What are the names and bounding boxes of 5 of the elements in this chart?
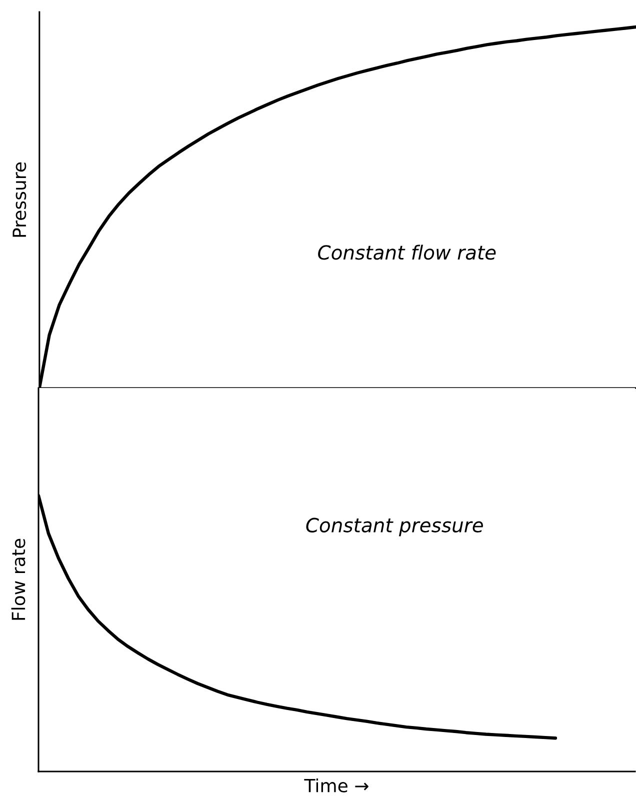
x-axis-title: Time → [304,778,368,792]
annotation: Constant flow rate [318,244,496,260]
annotation: Constant pressure [306,518,483,536]
y-axis-title: Pressure [12,162,26,237]
y-axis-title: Flow rate [11,538,26,620]
